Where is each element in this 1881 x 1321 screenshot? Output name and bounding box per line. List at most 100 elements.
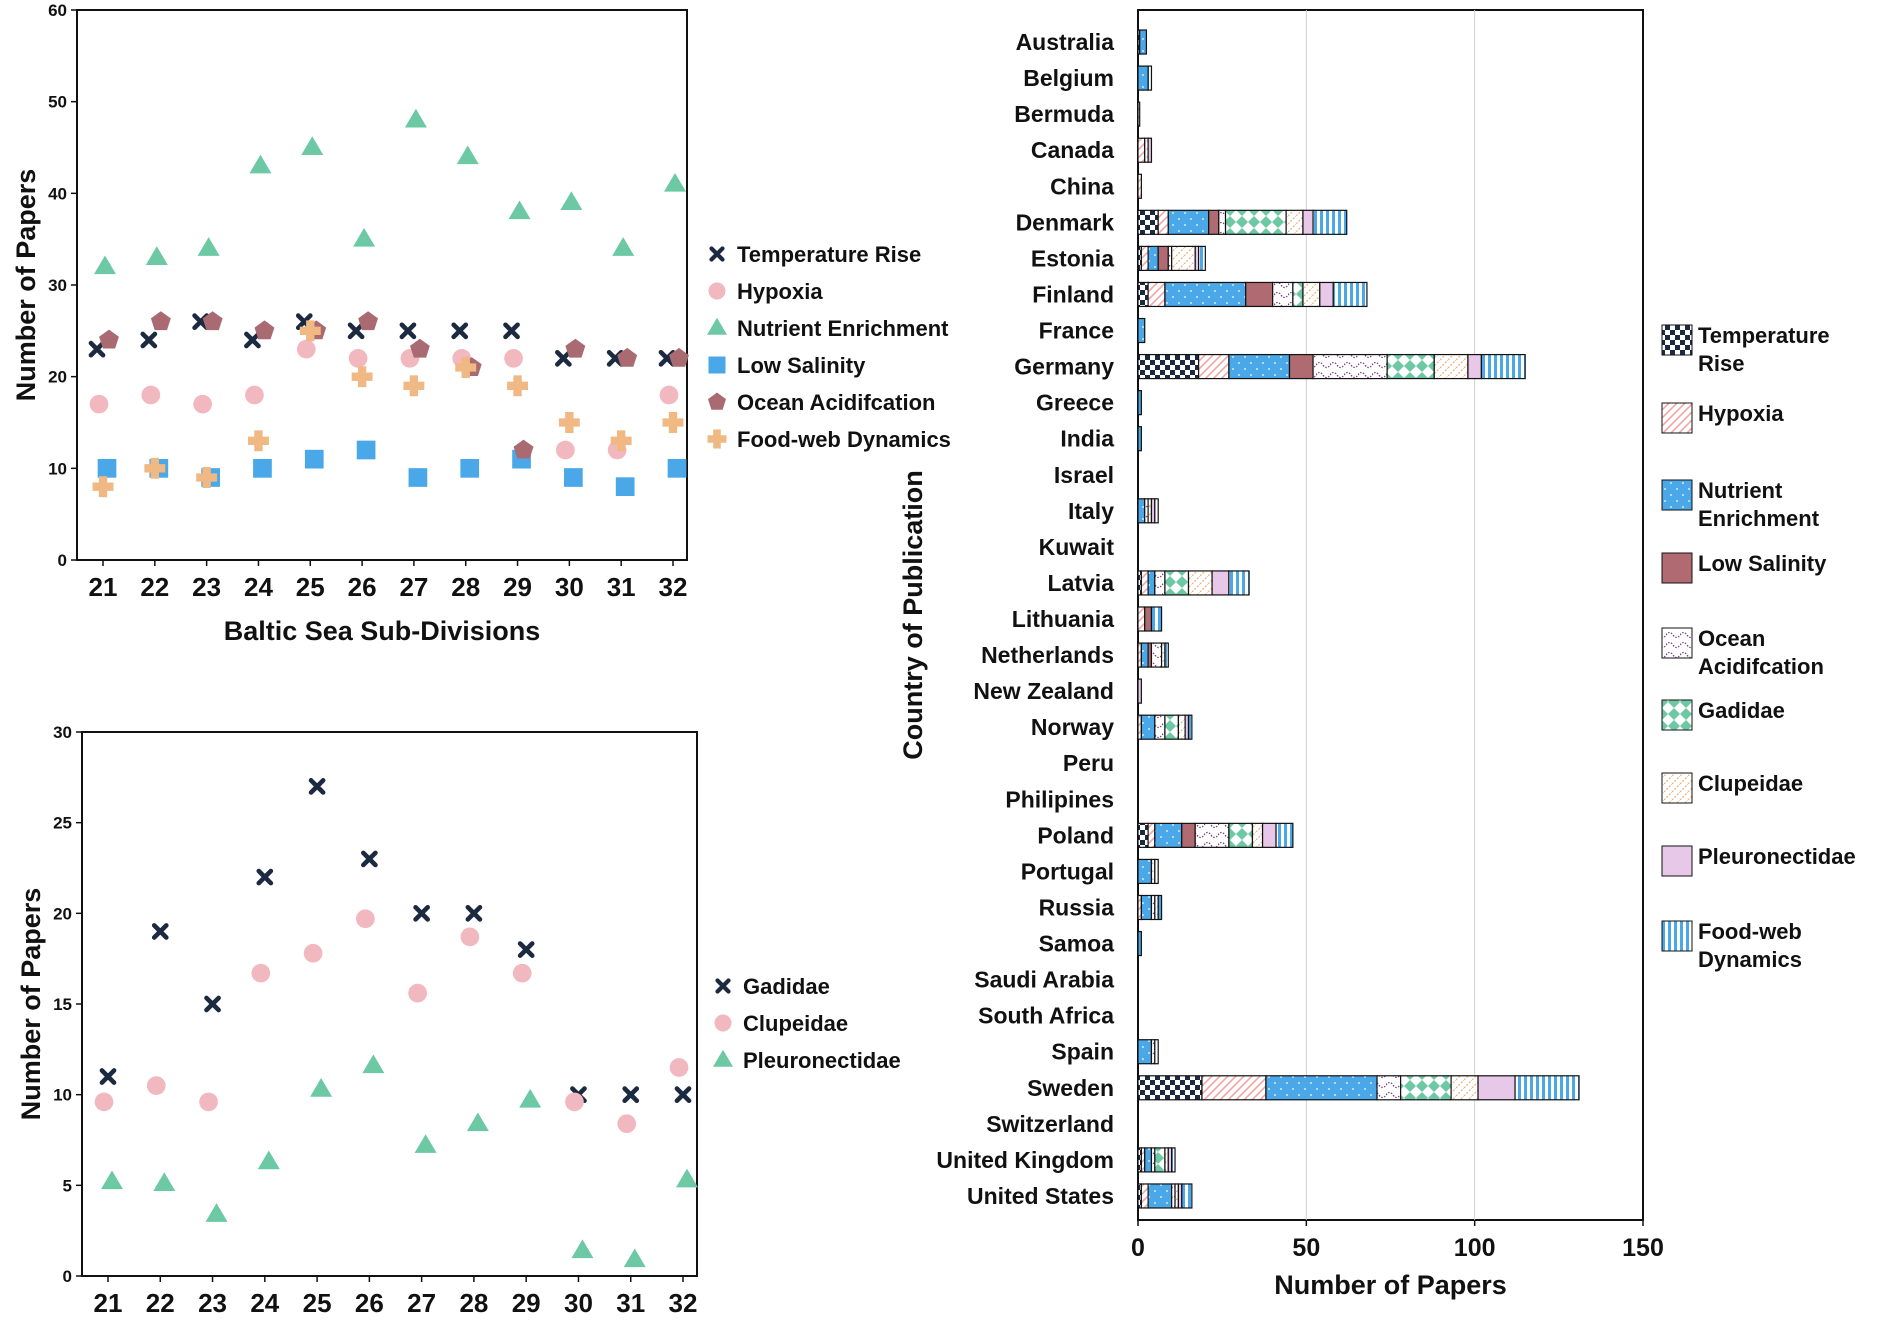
country-label-italy: Italy	[1068, 498, 1114, 524]
bar-australia-nutrient-enrichment	[1139, 29, 1148, 55]
country-label-sweden: Sweden	[1027, 1075, 1114, 1101]
y-tick-label: 15	[53, 995, 72, 1014]
bar-italy-food-web-dynamics	[1154, 498, 1159, 524]
data-point-low-salinity-21	[97, 458, 117, 478]
country-label-kuwait: Kuwait	[1039, 534, 1115, 560]
legend-swatch-ocean-acidifcation	[1661, 627, 1693, 659]
bar-denmark-ocean-acidifcation	[1218, 209, 1227, 235]
y-tick-label: 20	[53, 904, 72, 923]
bar-germany-clupeidae	[1433, 353, 1469, 380]
legend-swatch-temperature-rise	[1661, 324, 1693, 356]
data-point-pleuronectidae-32	[676, 1168, 698, 1188]
data-point-nutrient-enrichment-24	[249, 154, 272, 174]
x-tick-label: 25	[296, 572, 325, 602]
legend-marker-gadidae	[715, 978, 731, 994]
data-point-ocean-acidifcation-24	[254, 320, 275, 340]
plot-frame	[1137, 9, 1644, 1221]
bar-estonia-low-salinity	[1157, 245, 1169, 271]
x-tick-label: 29	[512, 1288, 541, 1318]
data-point-hypoxia-22	[141, 385, 161, 405]
bar-latvia-ocean-acidifcation	[1154, 570, 1166, 596]
data-point-food-web-dynamics-30	[558, 412, 580, 433]
legend-label-food-web-dynamics: Food-web Dynamics	[737, 427, 951, 452]
x-tick-label: 31	[607, 572, 636, 602]
data-point-pleuronectidae-30	[571, 1239, 594, 1259]
bar-finland-temperature-rise	[1137, 281, 1149, 308]
bar-spain-nutrient-enrichment	[1137, 1039, 1153, 1065]
legend-label-pleuronectidae-0: Pleuronectidae	[1698, 844, 1856, 869]
data-point-clupeidae-25	[303, 943, 323, 963]
data-point-clupeidae-27	[408, 983, 427, 1003]
country-label-finland: Finland	[1032, 281, 1114, 307]
legend-label-nutrient-enrichment-0: Nutrient	[1698, 478, 1783, 503]
legend-label-food-web-dynamics-0: Food-web	[1698, 919, 1802, 944]
data-point-clupeidae-26	[356, 909, 375, 929]
data-point-hypoxia-25	[296, 339, 316, 359]
country-label-south-africa: South Africa	[978, 1003, 1114, 1029]
bar-canada-pleuronectidae	[1147, 137, 1153, 163]
x-tick-label: 50	[1292, 1234, 1320, 1262]
data-point-nutrient-enrichment-31	[612, 237, 635, 256]
legend-label-food-web-dynamics-1: Dynamics	[1698, 947, 1802, 972]
data-point-pleuronectidae-25	[310, 1078, 333, 1097]
legend-label-low-salinity: Low Salinity	[737, 353, 866, 378]
plot-frame	[76, 9, 688, 561]
legend-marker-food-web-dynamics	[707, 429, 727, 449]
bar-germany-ocean-acidifcation	[1312, 353, 1388, 380]
legend-label-hypoxia: Hypoxia	[737, 279, 823, 304]
bar-poland-nutrient-enrichment	[1154, 822, 1183, 848]
data-point-clupeidae-22	[146, 1076, 166, 1095]
data-point-hypoxia-23	[193, 394, 212, 414]
country-label-china: China	[1050, 173, 1114, 199]
legend-marker-hypoxia	[708, 282, 726, 300]
data-point-ocean-acidifcation-23	[202, 311, 223, 331]
country-label-germany: Germany	[1014, 354, 1114, 380]
legend-label-ocean-acidifcation-0: Ocean	[1698, 626, 1765, 651]
legend-label-clupeidae: Clupeidae	[743, 1011, 848, 1036]
bar-sweden-food-web-dynamics	[1514, 1075, 1580, 1101]
series-temperature-rise	[88, 313, 676, 367]
data-point-hypoxia-21	[89, 394, 109, 414]
y-tick-label: 60	[48, 1, 67, 20]
data-point-gadidae-24	[256, 868, 274, 886]
bar-new-zealand-pleuronectidae	[1137, 678, 1142, 704]
data-point-gadidae-29	[517, 941, 535, 958]
data-point-temperature-rise-24	[244, 331, 261, 349]
data-point-clupeidae-32	[669, 1058, 689, 1077]
data-point-nutrient-enrichment-26	[353, 227, 376, 247]
bar-netherlands-nutrient-enrichment	[1140, 642, 1149, 668]
data-point-low-salinity-27	[408, 468, 428, 487]
data-point-pleuronectidae-21	[101, 1170, 123, 1190]
x-tick-label: 29	[503, 572, 532, 602]
legend-swatch-low-salinity	[1661, 552, 1693, 584]
bar-norway-clupeidae	[1177, 714, 1186, 740]
x-tick-label: 23	[198, 1288, 227, 1318]
x-tick-label: 100	[1454, 1234, 1496, 1262]
bar-finland-clupeidae	[1302, 281, 1321, 308]
y-tick-label: 20	[48, 368, 67, 387]
x-tick-label: 23	[192, 572, 221, 602]
y-tick-label: 0	[63, 1267, 72, 1286]
bar-samoa-nutrient-enrichment	[1137, 930, 1142, 957]
country-label-portugal: Portugal	[1021, 858, 1114, 884]
top-scatter-chart: 0 10 20 30 40 50 60 21 22 23 24 25 26 27 28 29 30 31 32 Bal…	[11, 1, 951, 646]
country-label-france: France	[1039, 318, 1114, 344]
bar-poland-clupeidae	[1251, 822, 1264, 848]
data-point-pleuronectidae-22	[153, 1172, 176, 1191]
data-point-temperature-rise-28	[451, 322, 469, 340]
y-tick-label: 40	[48, 184, 67, 203]
bar-sweden-clupeidae	[1450, 1075, 1479, 1101]
bar-denmark-low-salinity	[1208, 209, 1220, 235]
data-point-food-web-dynamics-31	[610, 430, 632, 452]
bar-germany-gadidae	[1386, 353, 1435, 380]
bar-sweden-gadidae	[1399, 1075, 1452, 1101]
data-point-nutrient-enrichment-30	[560, 191, 583, 210]
bar-netherlands-ocean-acidifcation	[1150, 642, 1163, 668]
x-tick-label: 31	[616, 1288, 645, 1318]
x-tick-label: 30	[555, 572, 584, 602]
country-label-australia: Australia	[1016, 29, 1115, 55]
data-point-low-salinity-28	[460, 458, 480, 478]
data-point-gadidae-28	[465, 904, 483, 922]
data-point-clupeidae-31	[617, 1114, 637, 1134]
x-tick-label: 28	[451, 572, 480, 602]
